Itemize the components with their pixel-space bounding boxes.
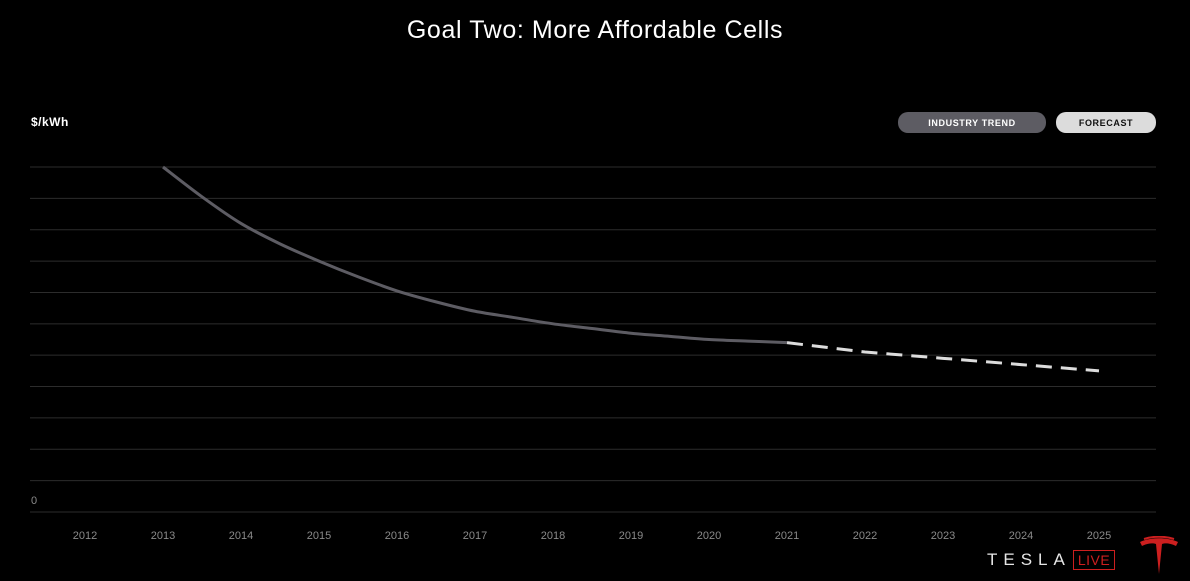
series-industry-trend-line xyxy=(162,165,788,345)
x-tick-label: 2022 xyxy=(853,530,877,542)
chart-title: Goal Two: More Affordable Cells xyxy=(406,16,784,44)
x-tick-label: 2014 xyxy=(229,530,253,542)
tesla-logo-icon xyxy=(1140,536,1178,574)
y-axis-label: $/kWh xyxy=(31,115,69,129)
x-tick-label: 2012 xyxy=(73,530,97,542)
x-tick-label: 2023 xyxy=(931,530,955,542)
live-badge: LIVE xyxy=(1072,550,1116,570)
x-tick-label: 2017 xyxy=(463,530,487,542)
x-tick-label: 2024 xyxy=(1009,530,1033,542)
x-tick-label: 2015 xyxy=(307,530,331,542)
x-tick-label: 2025 xyxy=(1087,530,1111,542)
legend-forecast: FORECAST xyxy=(1056,112,1156,133)
x-tick-label: 2020 xyxy=(697,530,721,542)
x-tick-label: 2016 xyxy=(385,530,409,542)
x-tick-label: 2019 xyxy=(619,530,643,542)
x-tick-label: 2013 xyxy=(151,530,175,542)
series-forecast-line xyxy=(786,341,1100,373)
tesla-wordmark: TESLA xyxy=(987,550,1071,569)
x-tick-label: 2018 xyxy=(541,530,565,542)
tesla-live-branding: TESLA LIVE xyxy=(987,548,1116,572)
y-tick-label: 0 xyxy=(31,495,37,507)
x-tick-label: 2021 xyxy=(775,530,799,542)
legend-industry-trend: INDUSTRY TREND xyxy=(898,112,1046,133)
